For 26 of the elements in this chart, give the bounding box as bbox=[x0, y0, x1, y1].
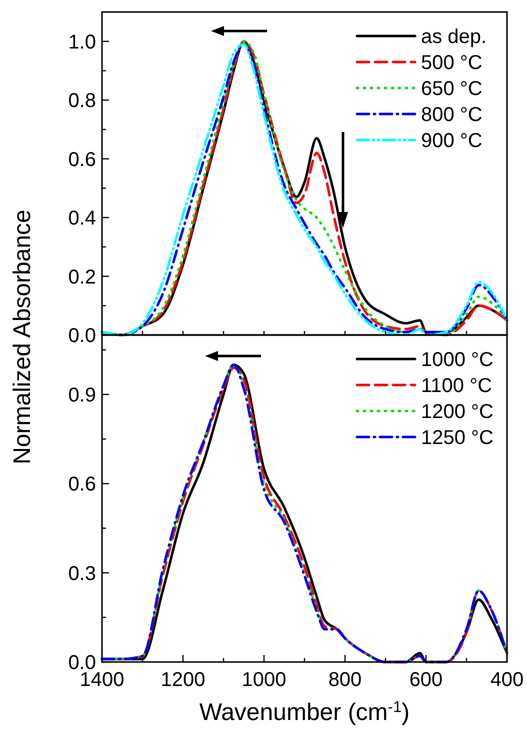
y-tick-label: 0.6 bbox=[68, 148, 96, 171]
y-axis-title: Normalized Absorbance bbox=[9, 210, 36, 464]
legend-label: 500 °C bbox=[421, 52, 482, 74]
y-tick-label: 0.6 bbox=[68, 474, 96, 496]
legend-label: as dep. bbox=[421, 26, 487, 48]
legend-label: 900 °C bbox=[421, 130, 482, 152]
x-tick-label: 600 bbox=[409, 669, 443, 691]
y-tick-label: 0.4 bbox=[68, 208, 96, 230]
y-tick-label: 0.8 bbox=[68, 90, 96, 112]
y-tick-label: 0.3 bbox=[68, 562, 96, 585]
legend-label: 800 °C bbox=[421, 104, 482, 126]
legend-label: 1200 °C bbox=[421, 401, 494, 423]
legend-label: 650 °C bbox=[421, 78, 482, 100]
x-tick-label: 1400 bbox=[80, 669, 124, 691]
y-tick-label: 1.0 bbox=[68, 31, 96, 54]
y-tick-label: 0.2 bbox=[68, 266, 96, 288]
x-tick-label: 400 bbox=[490, 669, 524, 691]
x-tick-label: 800 bbox=[328, 669, 362, 691]
legend-label: 1100 °C bbox=[421, 375, 492, 397]
legend-label: 1250 °C bbox=[421, 427, 494, 449]
y-tick-label: 0.9 bbox=[68, 384, 96, 406]
x-axis-title: Wavenumber (cm$^{-1}$) bbox=[199, 698, 410, 726]
y-tick-label: 0.0 bbox=[68, 325, 96, 347]
legend-label: 1000 °C bbox=[421, 349, 494, 371]
x-tick-label: 1000 bbox=[242, 669, 286, 691]
x-tick-label: 1200 bbox=[160, 669, 206, 691]
